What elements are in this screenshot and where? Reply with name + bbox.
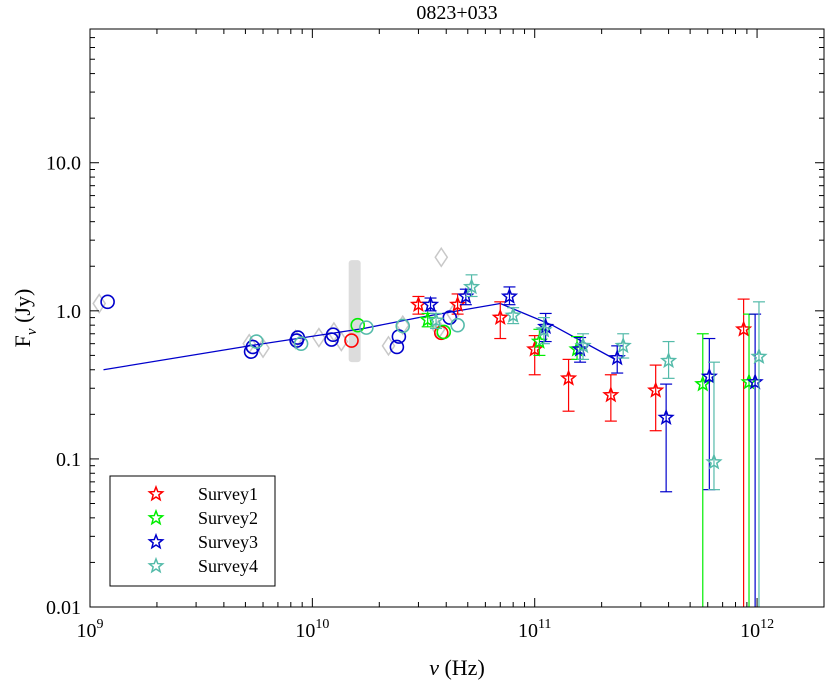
circle-point-survey3 [442,310,458,325]
circle-point-survey3 [389,339,405,355]
circle-point-survey1 [344,333,359,348]
y-tick-label: 0.1 [56,449,81,471]
legend-marker-survey4 [147,556,165,574]
star-point-survey1 [559,369,578,386]
archival-point [395,314,410,336]
legend-marker-survey1 [147,484,165,502]
legend-label-survey4: Survey4 [198,556,258,576]
star-point-survey4 [427,311,445,328]
star-point-survey4 [535,321,553,338]
star-point-survey3 [746,373,764,390]
circle-point-survey3 [325,327,341,342]
x-tick-label: 1011 [518,617,551,642]
x-tick-label: 1012 [740,617,774,642]
star-point-survey3 [537,317,555,335]
star-point-survey3 [571,340,589,357]
chart-title: 0823+033 [416,2,497,24]
circle-point-survey4 [395,318,411,334]
archival-layer [92,246,461,363]
archival-point [311,327,326,348]
star-point-survey1 [448,295,467,313]
star-point-survey1 [602,385,620,403]
star-point-survey4 [705,453,723,470]
legend-label-survey2: Survey2 [198,508,258,528]
star-point-survey3 [421,295,440,313]
legend-entries: Survey1 Survey2 Survey3 Survey4 [147,484,258,576]
data-layer [100,274,768,607]
star-point-survey3 [608,348,626,366]
star-point-survey4 [462,277,481,295]
star-point-survey2 [694,375,712,392]
circle-point-survey4 [450,317,465,333]
circle-point-survey4 [293,336,309,351]
y-tick-label: 1.0 [56,301,81,323]
x-tick-label: 1010 [295,617,329,642]
y-tick-label: 0.01 [46,597,81,619]
circle-point-survey4 [249,334,264,349]
star-point-survey4 [659,351,678,369]
ticks-layer: 109 1010 1011 1012 0.01 0.1 1.0 10.0 [46,28,825,642]
star-point-survey4 [504,306,522,323]
archival-point [92,293,107,314]
star-point-survey1 [647,381,665,398]
star-point-survey4 [614,336,632,354]
circle-point-survey2 [436,324,452,340]
y-axis-label: Fν (Jy) [10,289,40,348]
star-point-survey1 [491,308,509,325]
circle-point-survey2 [350,317,366,333]
legend: Survey1 Survey2 Survey3 Survey4 [109,475,276,587]
star-point-survey3 [500,287,519,304]
legend-box [109,475,276,587]
x-tick-label: 109 [77,617,104,642]
star-point-survey4 [750,347,768,365]
circle-point-survey4 [359,320,374,335]
archival-point [434,246,449,268]
legend-label-survey1: Survey1 [198,484,258,504]
star-point-survey4 [574,336,592,354]
circle-point-survey3 [391,329,407,344]
legend-marker-survey2 [147,508,165,526]
legend-label-survey3: Survey3 [198,532,258,552]
y-tick-label: 10.0 [46,153,81,175]
star-point-survey3 [457,287,475,304]
x-axis-label: ν (Hz) [429,655,485,680]
circle-point-survey3 [100,294,115,310]
legend-marker-survey3 [147,532,165,550]
star-point-survey3 [657,408,675,425]
